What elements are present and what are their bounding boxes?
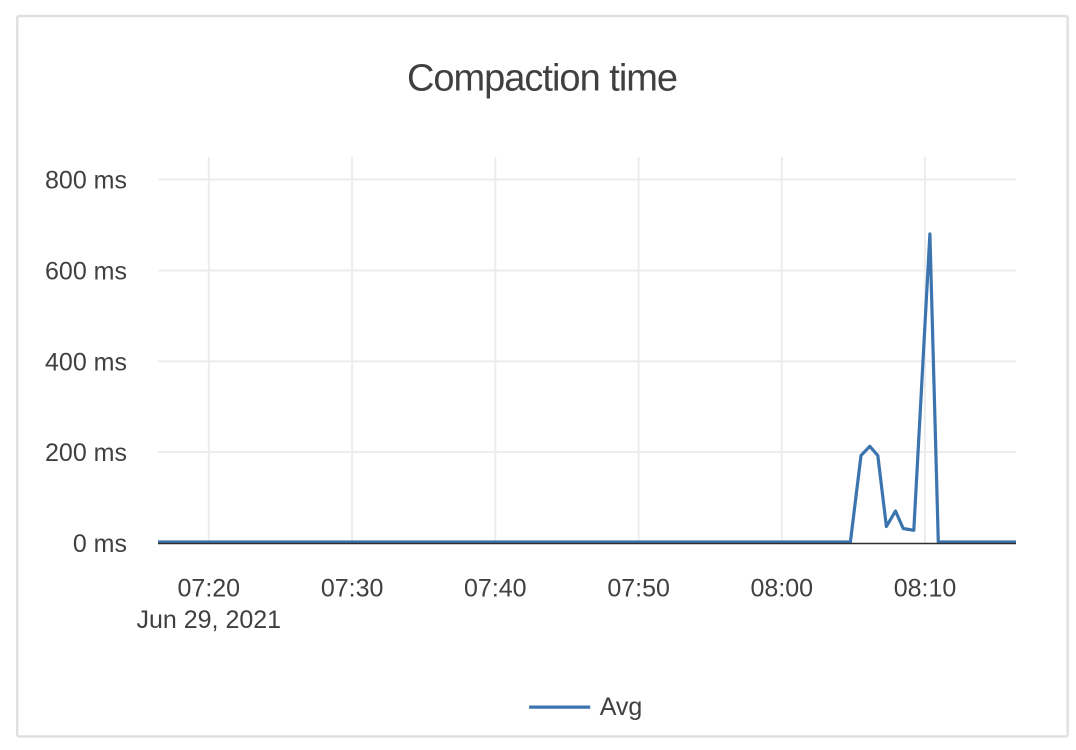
svg-text:0 ms: 0 ms — [73, 530, 127, 558]
svg-text:200 ms: 200 ms — [45, 439, 127, 467]
svg-text:07:20: 07:20 — [178, 575, 241, 603]
svg-text:400 ms: 400 ms — [45, 348, 127, 376]
svg-text:07:40: 07:40 — [464, 575, 527, 603]
svg-text:Compaction time: Compaction time — [407, 58, 677, 100]
svg-text:07:50: 07:50 — [607, 575, 670, 603]
svg-text:600 ms: 600 ms — [45, 258, 127, 286]
svg-text:Jun 29, 2021: Jun 29, 2021 — [137, 606, 282, 634]
svg-text:800 ms: 800 ms — [45, 167, 127, 195]
svg-text:Avg: Avg — [600, 693, 643, 721]
svg-text:07:30: 07:30 — [321, 575, 384, 603]
svg-text:08:10: 08:10 — [894, 575, 957, 603]
svg-text:08:00: 08:00 — [751, 575, 814, 603]
